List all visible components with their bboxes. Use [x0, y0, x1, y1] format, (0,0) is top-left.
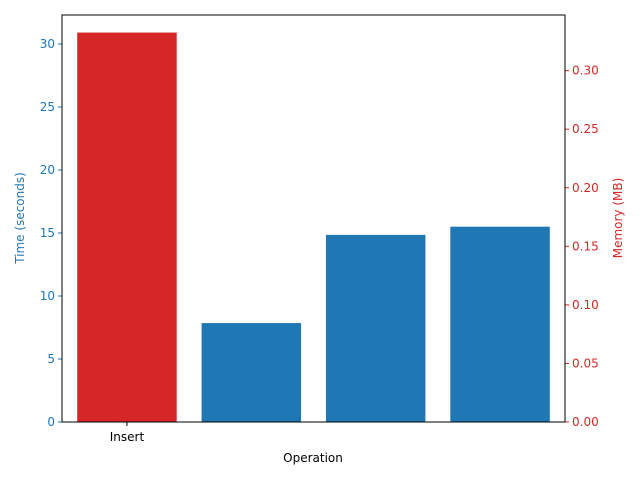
right-axis-ticks: 0.00 0.05 0.10 0.15 0.20 0.25 0.30 — [565, 64, 599, 429]
left-tick-label: 25 — [40, 100, 55, 114]
right-tick-label: 0.15 — [572, 239, 599, 253]
bar-left-1 — [201, 323, 302, 422]
plot-frame — [61, 14, 566, 423]
bar-right-0 — [77, 32, 177, 422]
left-tick-label: 10 — [40, 289, 55, 303]
right-tick-label: 0.30 — [572, 64, 599, 78]
left-tick-label: 5 — [47, 352, 55, 366]
left-tick-label: 15 — [40, 226, 55, 240]
left-y-axis-label: Time (seconds) — [13, 172, 27, 265]
x-axis-ticks: Insert — [110, 422, 145, 444]
bars — [77, 32, 550, 422]
bar-left-3 — [450, 226, 550, 422]
right-y-axis-label: Memory (MB) — [611, 178, 625, 259]
left-tick-label: 20 — [40, 163, 55, 177]
right-tick-label: 0.20 — [572, 181, 599, 195]
x-tick-label: Insert — [110, 430, 145, 444]
right-tick-label: 0.05 — [572, 356, 599, 370]
bar-left-2 — [325, 234, 426, 422]
right-tick-label: 0.00 — [572, 415, 599, 429]
left-tick-label: 30 — [40, 37, 55, 51]
right-tick-label: 0.25 — [572, 122, 599, 136]
x-axis-label: Operation — [283, 451, 343, 465]
left-tick-label: 0 — [47, 415, 55, 429]
right-tick-label: 0.10 — [572, 298, 599, 312]
left-axis-ticks: 0 5 10 15 20 25 30 — [40, 37, 62, 429]
